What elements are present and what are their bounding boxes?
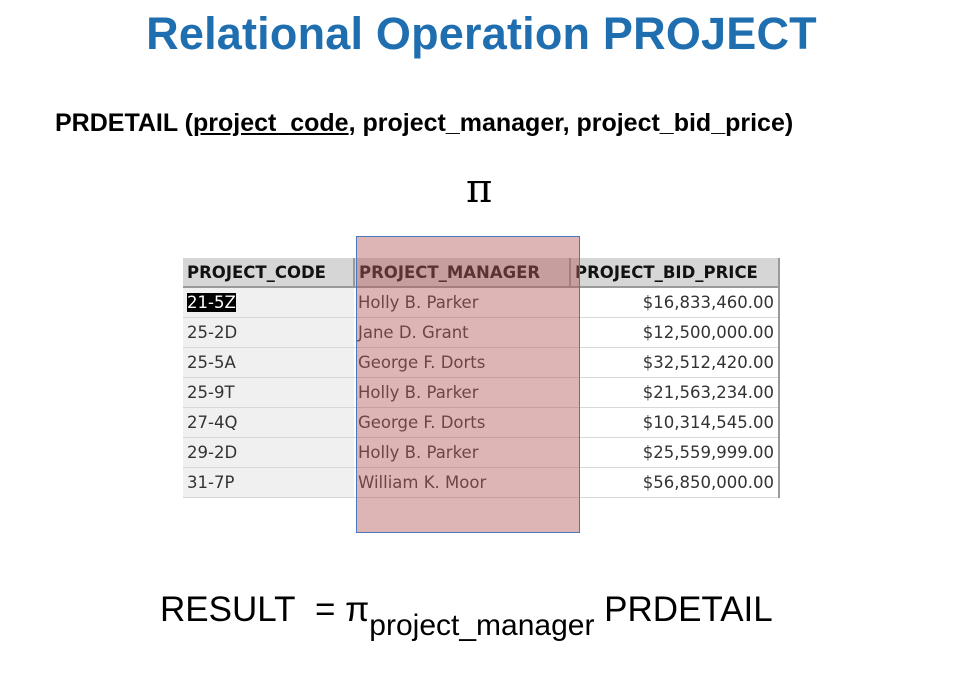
selected-cell-text: 21-5Z bbox=[187, 293, 236, 312]
table-row: 31-7P William K. Moor $56,850,000.00 bbox=[183, 467, 780, 498]
project-operator-symbol: π bbox=[466, 166, 493, 212]
cell-project-manager[interactable]: Jane D. Grant bbox=[354, 317, 570, 348]
cell-project-code[interactable]: 25-5A bbox=[183, 347, 354, 378]
schema-open: ( bbox=[177, 109, 193, 137]
relation-schema: PRDETAIL (project_code, project_manager,… bbox=[55, 109, 793, 138]
formula-subscript: project_manager bbox=[369, 609, 595, 642]
projected-column-highlight bbox=[356, 236, 580, 533]
column-header-project-code: PROJECT_CODE bbox=[183, 258, 355, 288]
cell-project-bid-price[interactable]: $25,559,999.00 bbox=[570, 437, 780, 468]
schema-rest: , project_manager, project_bid_price) bbox=[348, 109, 794, 137]
table-row: 21-5Z Holly B. Parker $16,833,460.00 bbox=[183, 287, 780, 318]
table-row: 29-2D Holly B. Parker $25,559,999.00 bbox=[183, 437, 780, 468]
primary-key-attribute: project_code bbox=[192, 109, 349, 137]
slide-title: Relational Operation PROJECT bbox=[146, 8, 817, 59]
prdetail-table: PROJECT_CODE PROJECT_MANAGER PROJECT_BID… bbox=[183, 258, 780, 498]
cell-project-manager[interactable]: William K. Moor bbox=[354, 467, 570, 498]
cell-project-manager[interactable]: Holly B. Parker bbox=[354, 377, 570, 408]
formula-equals: = bbox=[314, 590, 336, 629]
cell-project-code[interactable]: 27-4Q bbox=[183, 407, 354, 438]
cell-project-code[interactable]: 29-2D bbox=[183, 437, 354, 468]
table-row: 25-2D Jane D. Grant $12,500,000.00 bbox=[183, 317, 780, 348]
cell-project-code[interactable]: 31-7P bbox=[183, 467, 354, 498]
cell-project-code[interactable]: 25-9T bbox=[183, 377, 354, 408]
cell-project-bid-price[interactable]: $32,512,420.00 bbox=[570, 347, 780, 378]
cell-project-manager[interactable]: George F. Dorts bbox=[354, 407, 570, 438]
cell-project-bid-price[interactable]: $21,563,234.00 bbox=[570, 377, 780, 408]
cell-project-manager[interactable]: Holly B. Parker bbox=[354, 437, 570, 468]
formula-pi-symbol: π bbox=[345, 590, 370, 629]
formula-relation: PRDETAIL bbox=[604, 590, 773, 629]
column-header-project-manager: PROJECT_MANAGER bbox=[354, 258, 571, 288]
table-header-row: PROJECT_CODE PROJECT_MANAGER PROJECT_BID… bbox=[183, 258, 780, 288]
cell-project-code[interactable]: 21-5Z bbox=[183, 287, 354, 318]
cell-project-bid-price[interactable]: $16,833,460.00 bbox=[570, 287, 780, 318]
formula-result: RESULT bbox=[160, 590, 296, 629]
table-row: 25-9T Holly B. Parker $21,563,234.00 bbox=[183, 377, 780, 408]
table-row: 27-4Q George F. Dorts $10,314,545.00 bbox=[183, 407, 780, 438]
relation-name: PRDETAIL bbox=[55, 109, 178, 137]
projection-formula: RESULT = πproject_manager PRDETAIL bbox=[160, 590, 773, 642]
cell-project-bid-price[interactable]: $56,850,000.00 bbox=[570, 467, 780, 498]
cell-project-bid-price[interactable]: $10,314,545.00 bbox=[570, 407, 780, 438]
column-header-project-bid-price: PROJECT_BID_PRICE bbox=[570, 258, 780, 288]
cell-project-bid-price[interactable]: $12,500,000.00 bbox=[570, 317, 780, 348]
cell-project-code[interactable]: 25-2D bbox=[183, 317, 354, 348]
cell-project-manager[interactable]: George F. Dorts bbox=[354, 347, 570, 378]
table-row: 25-5A George F. Dorts $32,512,420.00 bbox=[183, 347, 780, 378]
cell-project-manager[interactable]: Holly B. Parker bbox=[354, 287, 570, 318]
